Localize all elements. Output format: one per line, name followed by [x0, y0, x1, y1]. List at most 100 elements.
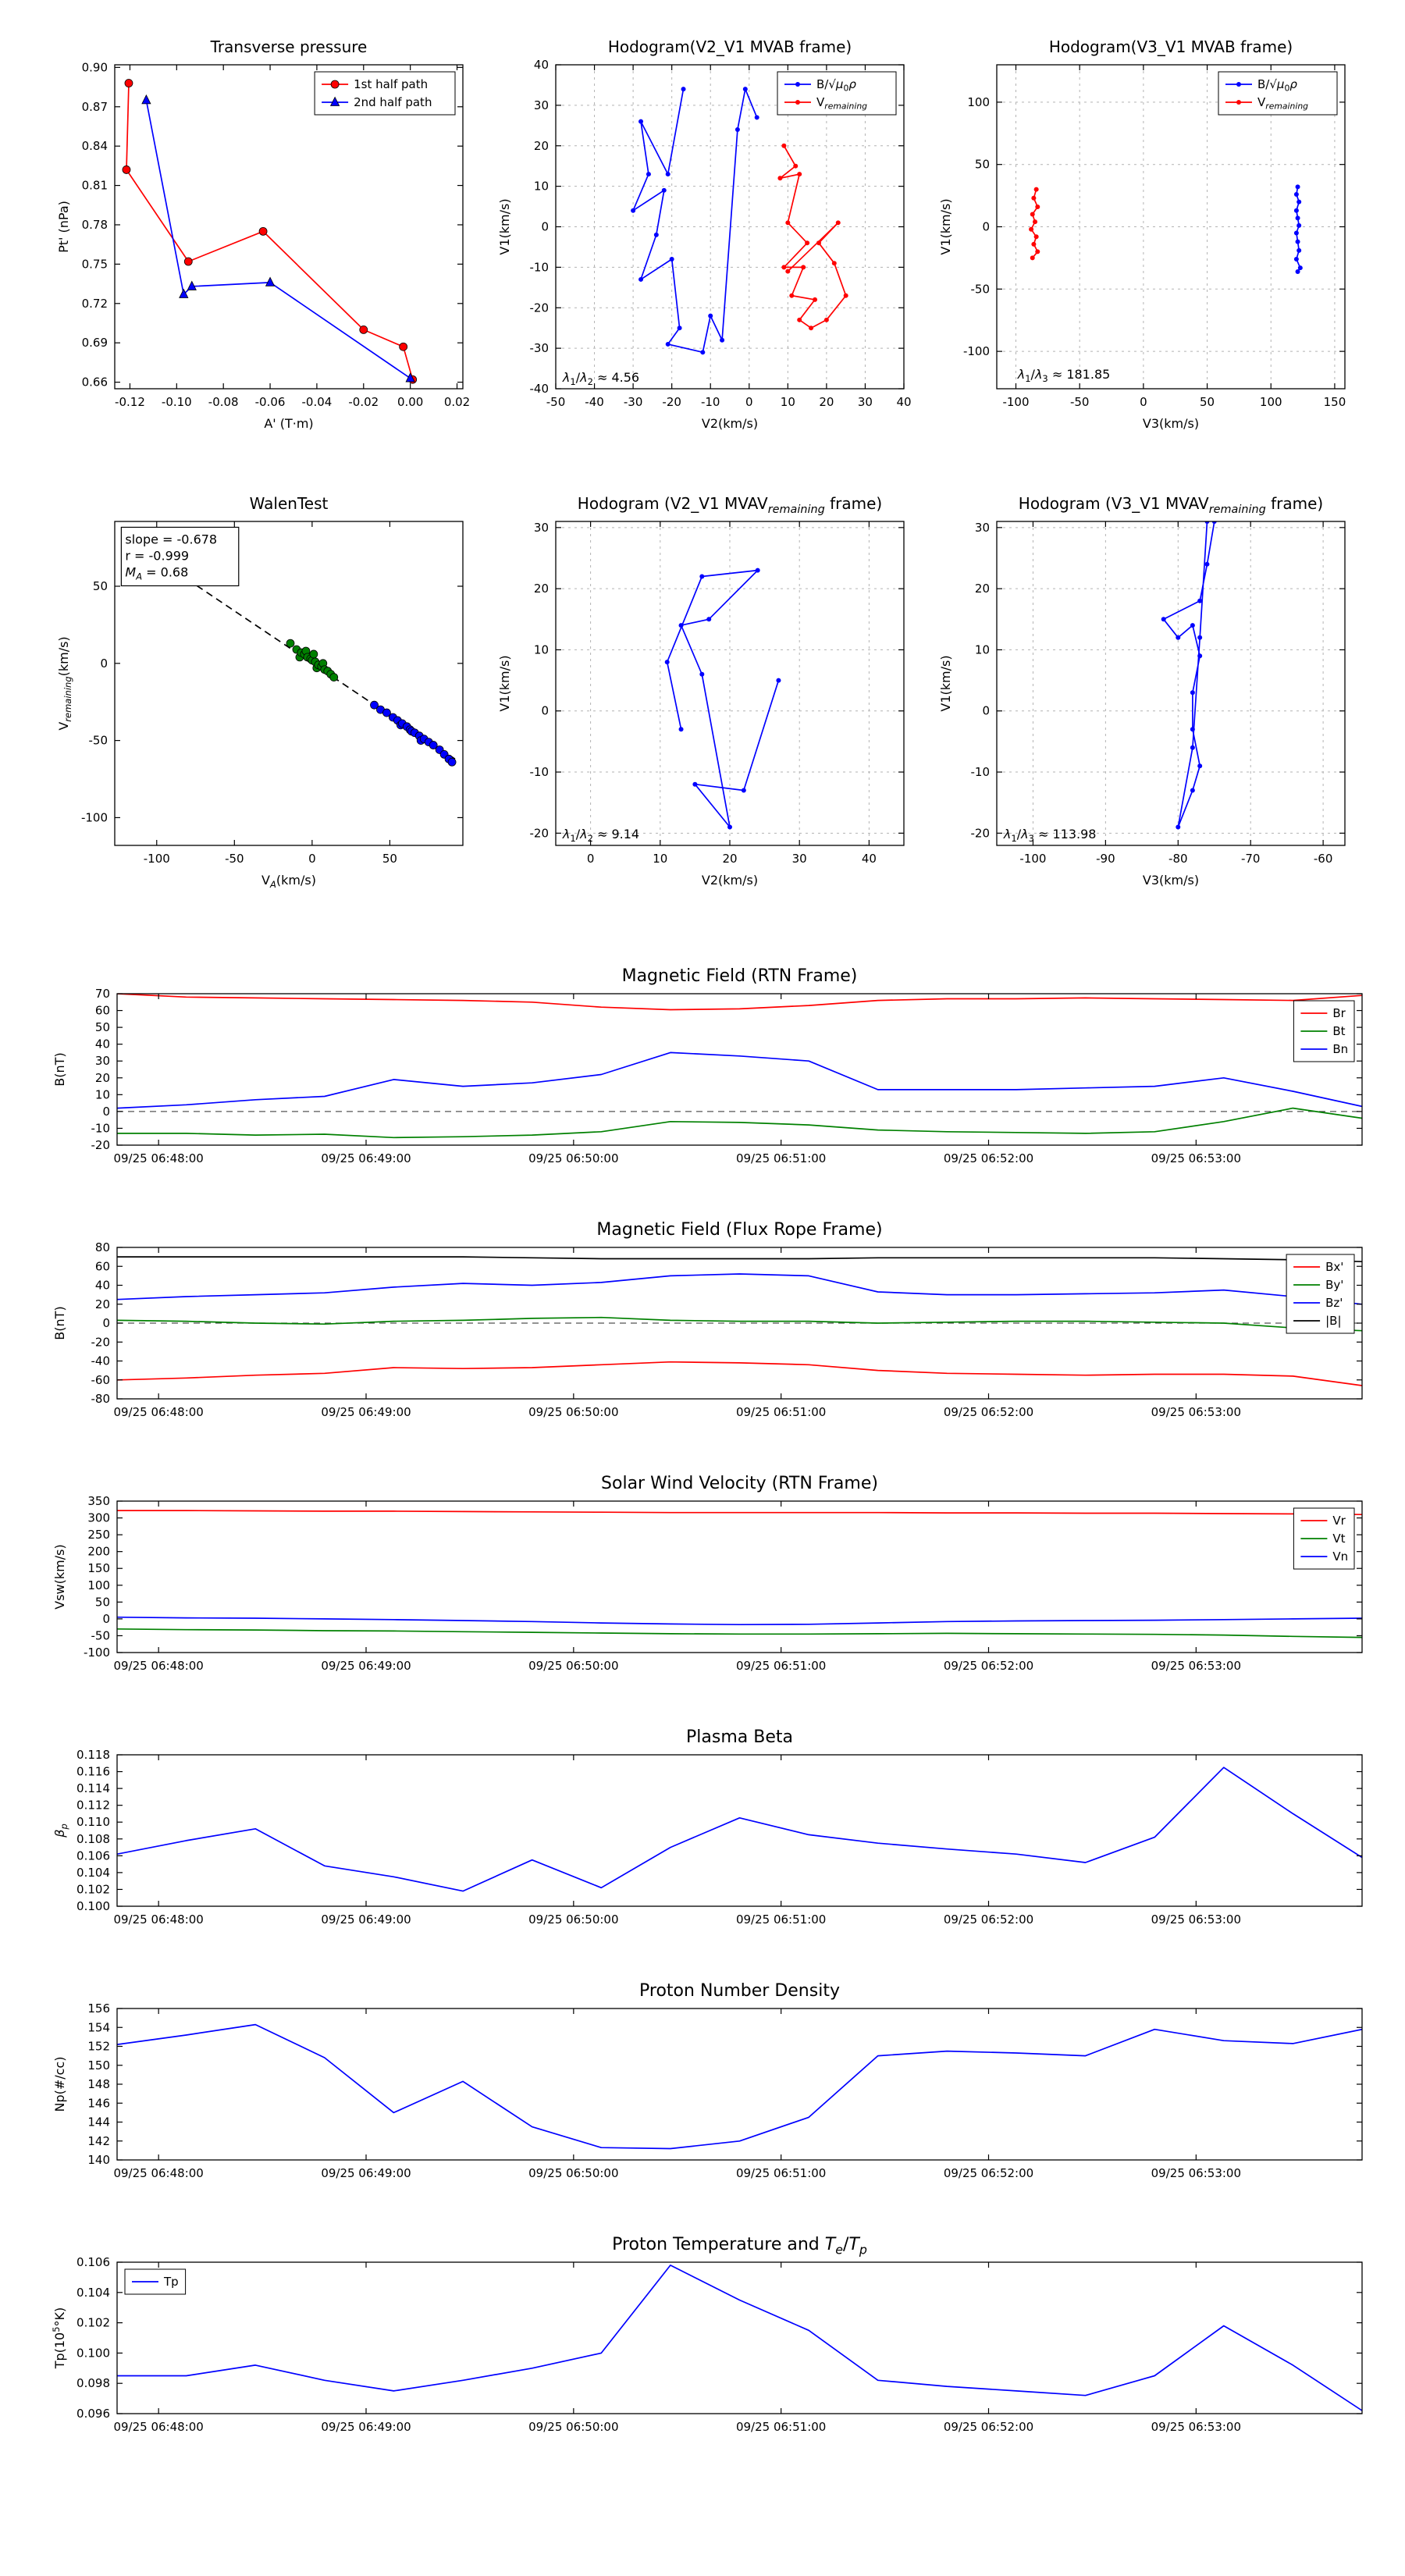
svg-text:V1(km/s): V1(km/s): [497, 655, 512, 711]
panel-transverse-pressure: -0.12 -0.10 -0.08 -0.06 -0.04 -0.02 0.00 0.02 0.…: [43, 20, 480, 445]
svg-text:-40: -40: [530, 382, 550, 396]
svg-text:09/25 06:52:00: 09/25 06:52:00: [944, 1405, 1033, 1419]
svg-text:0.81: 0.81: [82, 179, 108, 193]
svg-text:-0.10: -0.10: [162, 395, 192, 409]
svg-text:150: 150: [1324, 395, 1346, 409]
svg-text:βp: βp: [52, 1823, 69, 1838]
svg-text:B(nT): B(nT): [52, 1306, 67, 1340]
svg-text:λ1/λ3 ≈ 181.85: λ1/λ3 ≈ 181.85: [1017, 367, 1111, 384]
svg-text:10: 10: [781, 395, 795, 409]
svg-text:156: 156: [87, 2001, 110, 2016]
svg-text:09/25 06:51:00: 09/25 06:51:00: [736, 2420, 826, 2434]
svg-text:250: 250: [87, 1528, 110, 1542]
svg-text:20: 20: [95, 1071, 110, 1085]
svg-text:V1(km/s): V1(km/s): [938, 198, 953, 254]
svg-text:0.100: 0.100: [76, 2346, 110, 2360]
svg-text:-0.06: -0.06: [255, 395, 286, 409]
svg-text:|B|: |B|: [1325, 1314, 1341, 1328]
svg-text:09/25 06:53:00: 09/25 06:53:00: [1151, 2166, 1241, 2180]
svg-text:0.110: 0.110: [76, 1815, 110, 1829]
svg-text:40: 40: [862, 852, 877, 866]
svg-text:20: 20: [95, 1297, 110, 1311]
svg-text:09/25 06:50:00: 09/25 06:50:00: [528, 2420, 618, 2434]
svg-text:09/25 06:48:00: 09/25 06:48:00: [113, 2420, 203, 2434]
svg-text:0: 0: [102, 1316, 110, 1330]
svg-text:0: 0: [982, 704, 990, 718]
svg-text:20: 20: [819, 395, 834, 409]
svg-text:50: 50: [975, 158, 990, 172]
svg-text:0: 0: [541, 704, 549, 718]
svg-text:148: 148: [87, 2077, 110, 2091]
svg-text:Vsw(km/s): Vsw(km/s): [52, 1544, 67, 1609]
svg-text:0.72: 0.72: [82, 297, 108, 311]
svg-text:09/25 06:52:00: 09/25 06:52:00: [944, 2166, 1033, 2180]
svg-text:50: 50: [95, 1020, 110, 1034]
svg-text:09/25 06:50:00: 09/25 06:50:00: [528, 1151, 618, 1165]
svg-text:09/25 06:48:00: 09/25 06:48:00: [113, 1151, 203, 1165]
svg-text:350: 350: [87, 1494, 110, 1508]
svg-text:0.116: 0.116: [76, 1765, 110, 1779]
svg-text:09/25 06:51:00: 09/25 06:51:00: [736, 1659, 826, 1673]
svg-text:30: 30: [95, 1054, 110, 1068]
svg-text:-50: -50: [225, 852, 244, 866]
panel-walen-test: -100 -50 0 50 -100 -50 0 50 WalenTest VA(km/s) Vre…: [43, 476, 480, 902]
svg-text:142: 142: [87, 2134, 110, 2148]
svg-text:30: 30: [858, 395, 873, 409]
svg-text:Tp: Tp: [163, 2275, 179, 2289]
svg-text:Vremaining(km/s): Vremaining(km/s): [56, 636, 73, 730]
svg-text:2nd half path: 2nd half path: [354, 95, 432, 109]
panel-solar-wind-velocity: 09/25 06:48:00 09/25 06:49:00 09/25 06:50:…: [31, 1464, 1378, 1698]
svg-text:-60: -60: [91, 1373, 111, 1387]
svg-text:λ1/λ2 ≈ 4.56: λ1/λ2 ≈ 4.56: [562, 370, 639, 387]
svg-text:Hodogram(V2_V1 MVAB frame): Hodogram(V2_V1 MVAB frame): [608, 37, 852, 56]
svg-text:09/25 06:53:00: 09/25 06:53:00: [1151, 1151, 1241, 1165]
svg-text:09/25 06:49:00: 09/25 06:49:00: [321, 1151, 411, 1165]
svg-text:150: 150: [87, 2058, 110, 2073]
svg-text:10: 10: [653, 852, 667, 866]
svg-text:09/25 06:52:00: 09/25 06:52:00: [944, 1912, 1033, 1927]
svg-text:0: 0: [102, 1612, 110, 1626]
svg-text:09/25 06:51:00: 09/25 06:51:00: [736, 1151, 826, 1165]
svg-text:0.106: 0.106: [76, 1848, 110, 1863]
magnetic-field-flux-rope-plot: 09/25 06:48:00 09/25 06:49:00 09/25 06:50:…: [52, 1220, 1363, 1419]
svg-text:-40: -40: [585, 395, 604, 409]
hodogram-v3v1-mvab-plot: -100 -50 0 50 100 150 -100 -50 0 50 100 Hodogram(V3…: [938, 37, 1346, 431]
svg-text:09/25 06:53:00: 09/25 06:53:00: [1151, 1659, 1241, 1673]
svg-text:30: 30: [534, 521, 549, 535]
svg-text:0.75: 0.75: [82, 257, 108, 271]
svg-text:09/25 06:48:00: 09/25 06:48:00: [113, 1405, 203, 1419]
svg-text:-90: -90: [1096, 852, 1115, 866]
svg-text:Tp(105°K): Tp(105°K): [51, 2307, 67, 2370]
svg-text:0: 0: [541, 220, 549, 234]
svg-text:0: 0: [102, 1105, 110, 1119]
svg-text:1st half path: 1st half path: [354, 77, 428, 91]
svg-text:B/√μ0ρ: B/√μ0ρ: [816, 77, 856, 94]
svg-text:09/25 06:48:00: 09/25 06:48:00: [113, 1912, 203, 1927]
svg-text:-100: -100: [1019, 852, 1046, 866]
svg-text:Plasma Beta: Plasma Beta: [686, 1727, 793, 1747]
svg-text:Magnetic Field (RTN Frame): Magnetic Field (RTN Frame): [622, 966, 858, 986]
svg-text:r = -0.999: r = -0.999: [125, 548, 189, 563]
panel-hodogram-v2v1-mvab: -50 -40 -30 -20 -10 0 10 20 30 40 -40 -30 -20 -10 0 10 2…: [484, 20, 921, 445]
svg-text:Bz': Bz': [1325, 1296, 1343, 1310]
svg-text:-10: -10: [530, 765, 550, 779]
hodogram-v2v1-mvav-plot: 0 10 20 30 40 -20 -10 0 10 20 30 Hodogram (V2_V1 MV…: [497, 494, 905, 888]
svg-text:10: 10: [534, 642, 549, 656]
svg-text:slope = -0.678: slope = -0.678: [125, 532, 217, 546]
svg-text:Vremaining: Vremaining: [1257, 95, 1308, 112]
svg-text:40: 40: [896, 395, 911, 409]
svg-text:-40: -40: [91, 1354, 111, 1368]
svg-text:0.112: 0.112: [76, 1799, 110, 1813]
svg-text:-100: -100: [84, 1646, 110, 1660]
svg-text:09/25 06:53:00: 09/25 06:53:00: [1151, 2420, 1241, 2434]
svg-text:09/25 06:52:00: 09/25 06:52:00: [944, 1659, 1033, 1673]
svg-text:Vremaining: Vremaining: [816, 95, 867, 112]
svg-text:100: 100: [1260, 395, 1282, 409]
svg-text:-10: -10: [530, 260, 550, 274]
svg-text:Bn: Bn: [1332, 1042, 1348, 1056]
svg-text:Np(#/cc): Np(#/cc): [52, 2057, 67, 2112]
svg-text:10: 10: [975, 642, 990, 656]
walen-test-plot: -100 -50 0 50 -100 -50 0 50 WalenTest VA(km/s) Vre…: [56, 494, 464, 890]
svg-text:-100: -100: [963, 344, 990, 358]
svg-text:Pt' (nPa): Pt' (nPa): [56, 201, 71, 253]
